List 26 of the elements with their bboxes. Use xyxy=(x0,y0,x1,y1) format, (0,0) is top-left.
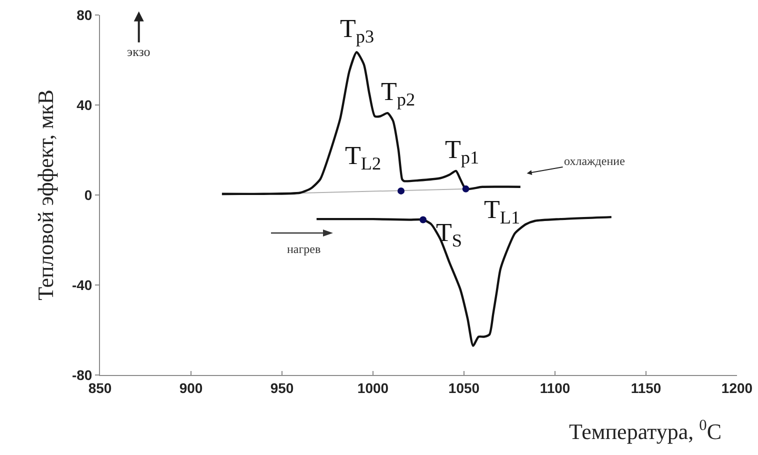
point xyxy=(398,187,405,194)
x-tick-label: 1000 xyxy=(357,380,389,396)
y-tick-label: 0 xyxy=(84,186,92,203)
x-tick-label: 1050 xyxy=(448,380,480,396)
point xyxy=(462,185,470,192)
x-tick-label: 950 xyxy=(270,380,294,396)
line-series xyxy=(220,51,522,196)
annotation: T$_{S}$ xyxy=(436,218,462,250)
annotation: T$_{L1}$ xyxy=(484,195,520,228)
x-tick-label: 1100 xyxy=(540,380,570,396)
y-tick-label: 40 xyxy=(76,96,92,113)
annotation: T$_{p2}$ xyxy=(381,77,416,110)
annotation: T$_{p3}$ xyxy=(340,14,374,46)
y-axis-title: Тепловой эффект, мкВ xyxy=(32,90,58,300)
x-tick-label: 900 xyxy=(179,380,203,396)
annotation: T$_{L2}$ xyxy=(345,141,382,174)
annotation: охлаждение xyxy=(564,154,625,168)
x-axis-title: Температура, $^{0}$C xyxy=(569,417,722,444)
annotation: нагрев xyxy=(287,242,321,256)
y-tick-label: 80 xyxy=(76,6,92,23)
annotation: T$_{p1}$ xyxy=(445,135,480,168)
y-tick-label: -40 xyxy=(72,276,92,293)
x-tick-label: 1200 xyxy=(721,380,753,396)
x-tick-label: 1150 xyxy=(630,380,662,396)
point xyxy=(420,216,427,224)
annotation: экзо xyxy=(127,44,150,59)
